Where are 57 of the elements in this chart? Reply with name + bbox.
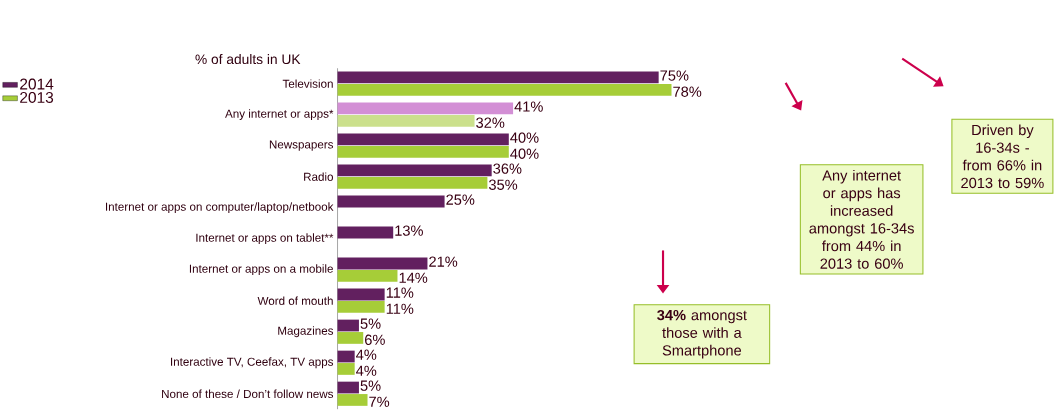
bar — [337, 226, 394, 239]
annotation: 34% amongst those with a Smartphone — [657, 310, 747, 359]
data-label: 11% — [386, 287, 414, 298]
bar — [337, 146, 509, 158]
y-tick-label: Any internet or apps* — [225, 109, 334, 121]
bar — [337, 270, 398, 282]
text: Driven by 16-34s - from 66% in 2013 to 59% — [961, 124, 1044, 189]
bar — [337, 381, 359, 394]
y-tick-label: Newspapers — [269, 140, 334, 151]
bar — [337, 301, 385, 313]
legend-label: 2013 — [20, 92, 54, 104]
bar — [337, 350, 355, 363]
data-label: 40% — [510, 132, 539, 143]
y-tick-label: Radio — [304, 172, 334, 182]
data-label: 11% — [386, 303, 414, 314]
x-axis-title: % of adults in UK — [195, 54, 301, 65]
data-label: 13% — [395, 225, 423, 236]
text: Any internet or apps has increased amongst 16-34s from 44% in 2013 to 60% — [809, 169, 914, 269]
bar — [337, 332, 364, 344]
y-tick-label: Magazines — [278, 326, 334, 338]
bar — [337, 363, 355, 375]
data-label: 35% — [488, 179, 518, 191]
data-label: 21% — [429, 256, 458, 267]
data-label: 14% — [399, 272, 428, 283]
data-label: 7% — [369, 396, 390, 408]
y-tick-label: Interactive TV, Ceefax, TV apps — [171, 357, 334, 369]
y-tick-label: None of these / Don’t follow news — [162, 389, 334, 399]
bar — [337, 257, 428, 270]
bar — [337, 177, 488, 189]
bar — [337, 319, 359, 332]
data-label: 41% — [514, 101, 543, 112]
data-label: 4% — [356, 365, 377, 377]
legend-label: 2014 — [20, 78, 54, 90]
data-label: 5% — [360, 380, 381, 391]
data-label: 25% — [446, 194, 475, 205]
bar — [337, 394, 368, 406]
data-label: 78% — [673, 86, 702, 97]
bar — [337, 195, 445, 208]
y-tick-label: Television — [282, 79, 333, 89]
data-label: 4% — [356, 349, 377, 360]
data-label: 5% — [360, 318, 381, 329]
bar — [337, 71, 659, 84]
data-label: 75% — [660, 70, 689, 81]
y-tick-label: Internet or apps on tablet** — [196, 233, 334, 245]
bar — [337, 288, 385, 301]
bar — [337, 164, 492, 177]
y-tick-label: Internet or apps on a mobile — [189, 264, 333, 276]
data-label: 6% — [365, 334, 385, 346]
y-tick-label: Word of mouth — [257, 296, 333, 306]
bar — [337, 133, 509, 146]
bar — [337, 115, 475, 127]
data-label: 36% — [493, 163, 522, 174]
y-tick-label: Internet or apps on computer/laptop/netbook — [105, 202, 334, 214]
data-label: 40% — [510, 148, 539, 160]
bar — [337, 84, 672, 96]
bar — [337, 102, 514, 115]
data-label: 32% — [476, 117, 505, 129]
